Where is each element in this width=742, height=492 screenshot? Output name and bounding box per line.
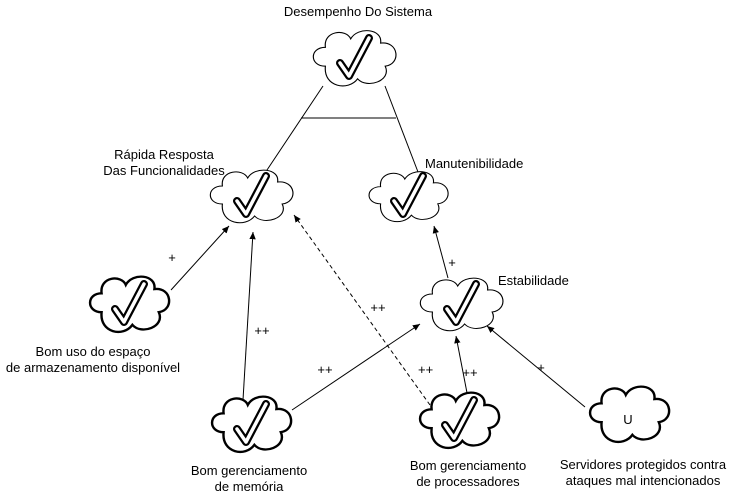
node-label: de armazenamento disponível [6, 360, 180, 375]
contribution-label: ++ [462, 365, 477, 380]
contribution-process-estab[interactable]: ++ [454, 335, 478, 399]
contribution-arrow [293, 214, 431, 406]
and-decomposition [262, 85, 419, 177]
contribution-memoria-rapida[interactable]: ++ [242, 231, 270, 401]
check-mark-inner [445, 282, 478, 324]
contribution-label: ++ [317, 362, 332, 377]
check-mark-inner [443, 398, 476, 440]
softgoal-memoria[interactable] [210, 395, 293, 454]
contribution-arrow [170, 225, 230, 291]
node-label: Bom gerenciamento [410, 458, 526, 473]
check-mark-inner [392, 174, 425, 216]
node-label: Estabilidade [498, 273, 569, 288]
softgoal-rapida[interactable] [209, 169, 294, 224]
contribution-label: ++ [254, 323, 269, 338]
node-mark: U [623, 412, 632, 427]
contribution-estab-manut[interactable]: + [432, 225, 456, 279]
check-mark-inner [235, 174, 268, 216]
node-label: Manutenibilidade [425, 156, 523, 171]
contribution-servidores-estab[interactable]: + [486, 325, 586, 408]
softgoal-servidores[interactable]: U [588, 385, 671, 444]
node-label: Desempenho Do Sistema [284, 4, 433, 19]
check-mark-inner [235, 402, 268, 444]
check-mark-inner [338, 36, 371, 78]
softgoal-espaco[interactable] [88, 275, 171, 334]
contribution-arrow [432, 225, 449, 279]
node-label: Bom gerenciamento [191, 463, 307, 478]
node-label: Servidores protegidos contra [560, 457, 727, 472]
contribution-label: + [168, 250, 176, 265]
check-mark-inner [113, 282, 146, 324]
softgoal-process[interactable] [418, 391, 501, 450]
contribution-arrow [242, 231, 256, 401]
decomposition-link-manut [384, 85, 419, 173]
contribution-label: + [537, 360, 545, 375]
softgoal-estab[interactable] [419, 277, 504, 332]
node-label: Bom uso do espaço [36, 344, 151, 359]
node-label: ataques mal intencionados [566, 473, 721, 488]
contribution-espaco-rapida[interactable]: + [168, 225, 230, 291]
softgoal-manut[interactable] [368, 171, 449, 223]
node-label: Rápida Resposta [114, 147, 214, 162]
softgoal-desempenho[interactable] [312, 30, 397, 87]
node-label: de memória [215, 479, 284, 492]
contribution-label-extra: ++ [418, 362, 433, 377]
contribution-arrow [454, 335, 469, 399]
contribution-arrow [486, 325, 586, 408]
contribution-arrow [291, 323, 421, 411]
node-label: de processadores [416, 474, 520, 489]
contribution-label: ++ [370, 300, 385, 315]
contribution-memoria-estab[interactable]: ++ [291, 323, 421, 411]
contribution-process-rapida[interactable]: ++ [293, 214, 431, 406]
decomposition-link-rapida [262, 85, 324, 177]
node-label: Das Funcionalidades [103, 163, 225, 178]
contribution-label: + [448, 255, 456, 270]
